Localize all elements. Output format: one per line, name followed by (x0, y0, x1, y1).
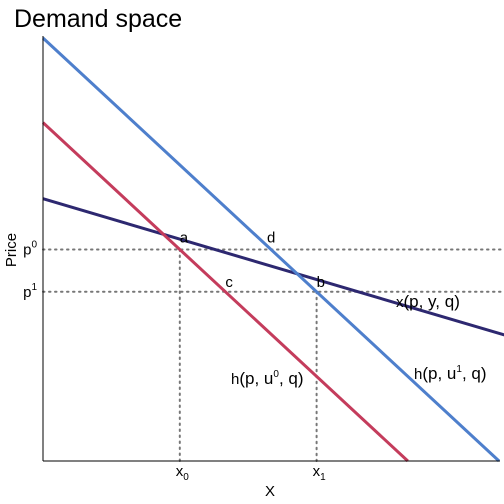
quantity-tick-label: x1 (313, 463, 327, 483)
chart-title: Demand space (14, 5, 182, 33)
x-axis-label: X (265, 483, 275, 500)
point-labels: a d c b (180, 230, 325, 291)
curve-u0 (41, 121, 409, 463)
point-label-a: a (180, 230, 189, 247)
point-label-d: d (267, 230, 275, 247)
curve-label-u0: h(p, u0, q) (231, 369, 304, 388)
guide-lines (42, 248, 502, 462)
tick-labels: p0 p1 x0 x1 (23, 240, 326, 484)
curve-labels: x(p, y, q) h(p, u0, q) h(p, u1, q) (231, 292, 487, 388)
curve-label-u1: h(p, u1, q) (414, 364, 487, 383)
curve-x (42, 197, 504, 337)
point-label-b: b (317, 274, 325, 291)
point-label-c: c (225, 274, 233, 291)
y-axis-label: Price (3, 233, 20, 267)
quantity-tick-label: x0 (176, 463, 190, 483)
curve-u1 (41, 36, 501, 463)
price-tick-label: p1 (23, 282, 37, 301)
curve-label-x: x(p, y, q) (396, 292, 460, 311)
price-tick-label: p0 (23, 240, 37, 259)
demand-curves (41, 36, 504, 463)
